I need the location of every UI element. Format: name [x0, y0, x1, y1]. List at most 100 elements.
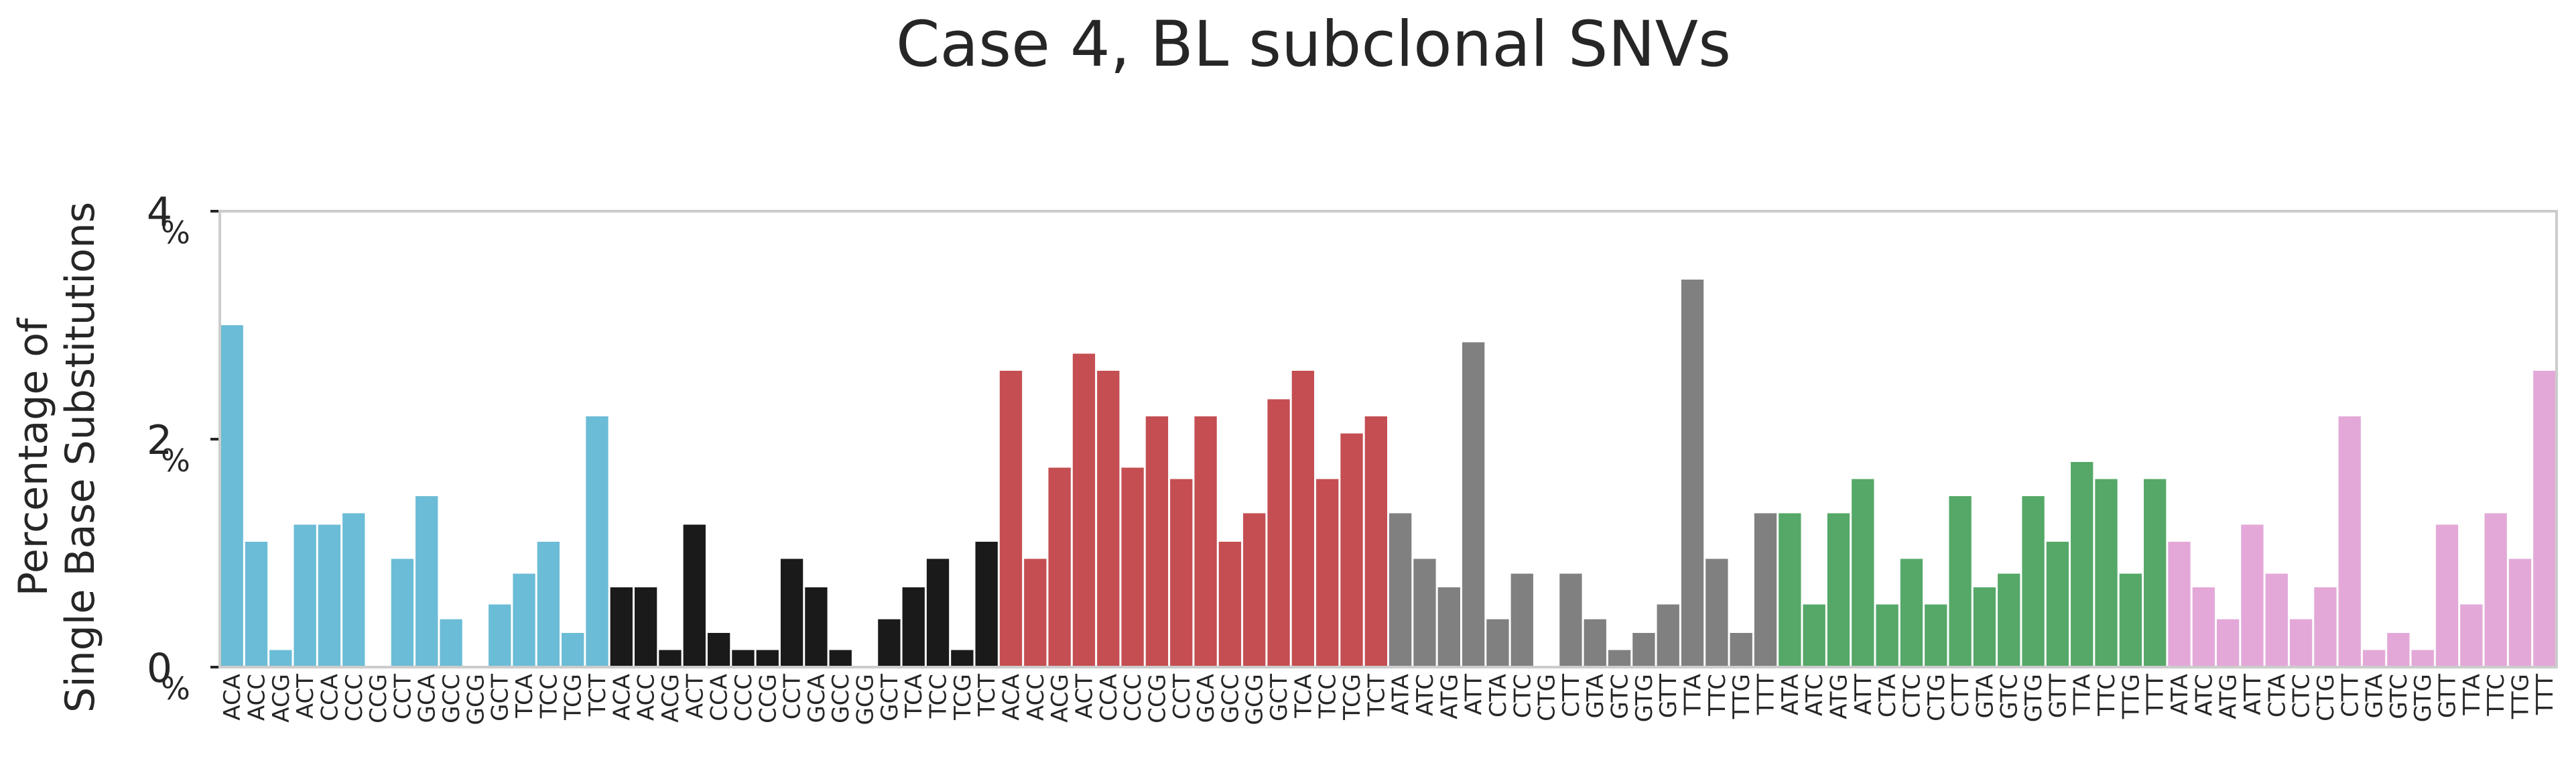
- bar-4-TTT: [2144, 479, 2167, 667]
- x-tick-3-CTT: CTT: [1558, 674, 1585, 717]
- x-tick-4-GTT: GTT: [2045, 674, 2071, 718]
- bar-3-ATA: [1389, 513, 1412, 667]
- x-tick-1-TCG: TCG: [950, 674, 976, 721]
- x-tick-0-TCA: TCA: [511, 674, 538, 719]
- bar-5-ATG: [2216, 619, 2240, 667]
- x-tick-3-ATT: ATT: [1461, 674, 1488, 715]
- bar-2-GCG: [1243, 513, 1266, 667]
- bar-0-GCT: [489, 604, 511, 667]
- x-tick-2-CCT: CCT: [1169, 674, 1196, 719]
- x-tick-5-TTG: TTG: [2508, 674, 2534, 719]
- bar-4-GTA: [1973, 587, 1996, 667]
- y-tick-suffix-4: %: [161, 215, 190, 251]
- x-tick-5-ATC: ATC: [2191, 674, 2217, 716]
- y-tick-label-4: 4: [147, 189, 172, 236]
- x-tick-2-TCC: TCC: [1315, 674, 1342, 719]
- x-tick-3-GTA: GTA: [1582, 674, 1609, 719]
- x-tick-4-TTT: TTT: [2142, 674, 2169, 715]
- bar-1-TCA: [902, 587, 925, 667]
- bar-4-TTC: [2095, 479, 2118, 667]
- x-tick-5-TTT: TTT: [2532, 674, 2559, 715]
- x-tick-0-ACC: ACC: [243, 674, 270, 721]
- x-tick-2-CCC: CCC: [1120, 674, 1147, 721]
- x-tick-3-CTC: CTC: [1509, 674, 1536, 718]
- bar-2-ACT: [1072, 353, 1096, 667]
- x-tick-5-CTA: CTA: [2264, 674, 2291, 717]
- bar-2-GCC: [1218, 542, 1242, 667]
- x-tick-1-TCA: TCA: [901, 674, 927, 719]
- bar-2-ACG: [1048, 467, 1071, 667]
- bar-4-ATT: [1852, 479, 1874, 667]
- bar-0-CCA: [318, 524, 341, 667]
- x-tick-0-ACA: ACA: [219, 674, 246, 721]
- x-tick-1-ACT: ACT: [682, 674, 708, 719]
- x-tick-1-ACG: ACG: [657, 674, 684, 723]
- x-tick-5-ATG: ATG: [2215, 674, 2242, 719]
- bar-3-GTG: [1632, 633, 1655, 667]
- bar-3-CTT: [1559, 573, 1582, 667]
- bar-2-GCT: [1267, 399, 1290, 667]
- bar-1-CCA: [707, 633, 730, 667]
- x-tick-3-GTT: GTT: [1655, 674, 1682, 718]
- x-tick-5-CTC: CTC: [2289, 674, 2315, 718]
- bar-0-TCG: [562, 633, 584, 667]
- x-tick-4-ATC: ATC: [1801, 674, 1828, 716]
- x-tick-3-CTG: CTG: [1534, 674, 1561, 721]
- bar-2-ACC: [1024, 559, 1047, 667]
- bar-2-TCA: [1291, 371, 1315, 667]
- x-tick-0-TCG: TCG: [560, 674, 587, 721]
- bar-0-ACT: [294, 524, 316, 667]
- x-tick-2-TCT: TCT: [1363, 674, 1390, 717]
- x-tick-2-ACG: ACG: [1047, 674, 1074, 723]
- y-tick-suffix-0: %: [161, 670, 190, 707]
- bar-5-ATT: [2241, 524, 2264, 667]
- bar-5-CTC: [2289, 619, 2313, 667]
- x-tick-2-TCA: TCA: [1290, 674, 1317, 719]
- x-tick-5-GTT: GTT: [2435, 674, 2461, 718]
- plot-frame: [218, 210, 2558, 668]
- bar-5-GTC: [2387, 633, 2410, 667]
- bar-2-GCA: [1194, 416, 1217, 667]
- x-tick-4-ATG: ATG: [1825, 674, 1852, 719]
- y-axis-label-line-1: Percentage of: [10, 317, 57, 596]
- x-tick-4-CTT: CTT: [1947, 674, 1974, 717]
- x-tick-4-ATA: ATA: [1777, 674, 1804, 715]
- x-tick-2-ACT: ACT: [1071, 674, 1098, 719]
- x-tick-4-TTA: TTA: [2069, 674, 2096, 716]
- bar-2-CCC: [1121, 467, 1144, 667]
- bar-1-CCC: [732, 650, 755, 667]
- y-tick-label-0: 0: [147, 645, 172, 692]
- bar-2-ACA: [999, 371, 1023, 667]
- bar-5-GTG: [2411, 650, 2434, 667]
- bar-0-CCC: [342, 513, 365, 667]
- bar-5-ATA: [2168, 542, 2191, 667]
- x-tick-0-ACT: ACT: [292, 674, 319, 719]
- bar-4-TTA: [2071, 462, 2094, 667]
- x-tick-0-GCC: GCC: [438, 674, 465, 723]
- x-tick-0-TCC: TCC: [535, 674, 562, 719]
- x-tick-3-TTA: TTA: [1680, 674, 1707, 716]
- bar-4-ATA: [1779, 513, 1801, 667]
- bar-5-CTA: [2265, 573, 2288, 667]
- bar-2-CCG: [1145, 416, 1169, 667]
- bar-4-GTT: [2046, 542, 2069, 667]
- x-tick-1-ACA: ACA: [608, 674, 635, 721]
- bar-1-ACT: [683, 524, 706, 667]
- x-tick-4-TTC: TTC: [2094, 674, 2120, 717]
- bar-4-GTC: [1998, 573, 2020, 667]
- x-tick-labels: ACAACCACGACTCCACCCCCGCCTGCAGCCGCGGCTTCAT…: [219, 674, 2559, 725]
- bar-3-ATG: [1437, 587, 1460, 667]
- chart-title: Case 4, BL subclonal SNVs: [896, 8, 1731, 81]
- bar-5-CTG: [2314, 587, 2337, 667]
- bar-3-GTA: [1584, 619, 1606, 667]
- x-tick-3-ATC: ATC: [1412, 674, 1439, 716]
- bar-0-TCT: [586, 416, 608, 667]
- x-tick-4-CTC: CTC: [1898, 674, 1925, 718]
- bar-4-ATC: [1803, 604, 1825, 667]
- x-tick-1-GCT: GCT: [877, 674, 903, 721]
- x-tick-2-CCG: CCG: [1144, 674, 1171, 723]
- bar-2-TCG: [1340, 433, 1363, 667]
- x-tick-5-ATT: ATT: [2240, 674, 2266, 715]
- x-tick-1-CCC: CCC: [730, 674, 757, 721]
- x-tick-3-GTG: GTG: [1631, 674, 1658, 722]
